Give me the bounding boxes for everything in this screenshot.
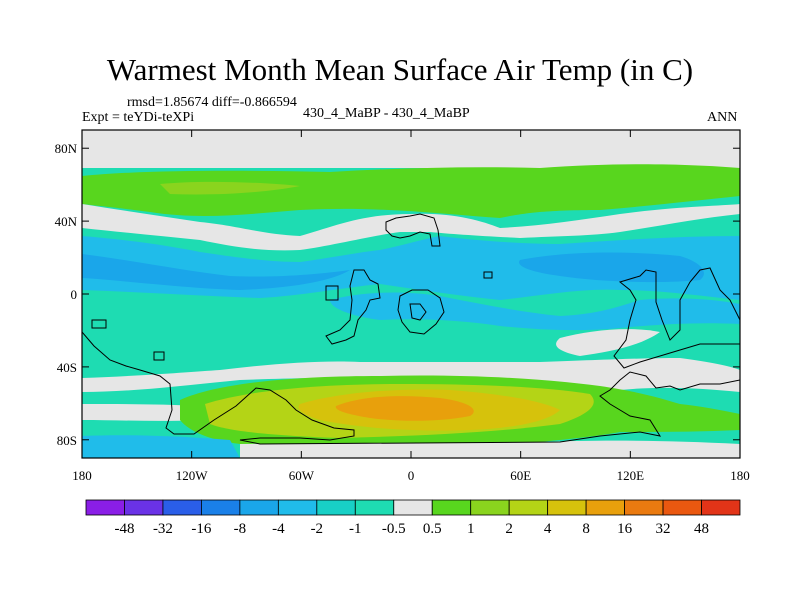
colorbar: -48 -32 -16 -8 -4 -2 -1 -0.5 0.5 1 2 4 8 16 32 48 (85, 499, 741, 537)
experiment-label: Expt = teYDi-teXPi (82, 110, 195, 125)
lat-tick-label: 40N (55, 214, 78, 229)
field-south-pole-neutral (240, 440, 740, 458)
colorbar-label: -4 (272, 521, 285, 537)
colorbar-label: -48 (114, 521, 134, 537)
land-outlines (82, 213, 740, 445)
lat-tick-label: 80N (55, 141, 78, 156)
land-islet-outline (325, 285, 339, 301)
land-africa-outline (397, 289, 445, 335)
land-asia-australia-outline (613, 267, 740, 369)
colorbar-swatch (277, 499, 318, 516)
temperature-field (82, 130, 740, 458)
colorbar-swatch (624, 499, 664, 516)
diff-label: diff= (211, 95, 240, 110)
colorbar-label: 2 (505, 521, 513, 537)
land-north-atlantic-outline (385, 213, 441, 247)
field-south-neutral-band (82, 358, 740, 392)
land-antarctica-outline (82, 331, 740, 445)
colorbar-label: -16 (191, 521, 211, 537)
season-label: ANN (707, 110, 738, 125)
colorbar-swatch (124, 499, 164, 516)
field-south-pole-blue (82, 435, 240, 458)
lon-tick-label: 0 (408, 468, 415, 483)
rmsd-value: 1.85674 (162, 95, 209, 110)
colorbar-swatch (239, 499, 279, 516)
colorbar-swatch (316, 499, 356, 516)
lon-tick-label: 120W (176, 468, 209, 483)
colorbar-swatch (85, 499, 125, 516)
colorbar-label: 48 (694, 521, 709, 537)
colorbar-swatch (508, 499, 549, 516)
land-small-island-outline (483, 271, 493, 279)
longitude-axis: 180 120W 60W 0 60E 120E 180 (72, 130, 750, 483)
colorbar-swatch (201, 499, 241, 516)
colorbar-label: 4 (544, 521, 552, 537)
land-pacific-islands-outline (91, 319, 165, 361)
colorbar-swatch (470, 499, 510, 516)
colorbar-swatch (431, 499, 472, 516)
colorbar-swatch (354, 499, 395, 516)
field-north-yellowgreen-patch (160, 181, 300, 195)
map-title: Warmest Month Mean Surface Air Temp (in … (106, 52, 694, 87)
land-south-america-outline (325, 269, 381, 345)
colorbar-label: 8 (582, 521, 590, 537)
colorbar-label: 0.5 (423, 521, 442, 537)
lon-tick-label: 180 (730, 468, 750, 483)
run-comparison-label: 430_4_MaBP - 430_4_MaBP (303, 106, 470, 121)
colorbar-swatch (162, 499, 202, 516)
colorbar-swatch (701, 499, 741, 516)
field-east-pacific-blue (82, 254, 350, 290)
field-south-indian-neutral (556, 329, 660, 356)
colorbar-label: 16 (617, 521, 633, 537)
lon-tick-label: 60W (289, 468, 315, 483)
lon-tick-label: 180 (72, 468, 92, 483)
lat-tick-label: 80S (57, 433, 77, 448)
field-indian-ocean-blue (519, 252, 704, 283)
field-antarctic-orange (335, 396, 474, 421)
latitude-axis: 80N 40N 0 40S 80S (55, 141, 740, 448)
field-southern-ocean-neutral (82, 404, 200, 421)
colorbar-label: -1 (349, 521, 362, 537)
stats-line: rmsd=1.85674 diff=-0.866594 (127, 95, 297, 111)
lat-tick-label: 40S (57, 360, 77, 375)
lon-tick-label: 60E (510, 468, 531, 483)
field-north-neutral-band (82, 204, 740, 251)
colorbar-label: 32 (656, 521, 671, 537)
colorbar-swatch (547, 499, 587, 516)
colorbar-label: 1 (467, 521, 475, 537)
lon-tick-label: 120E (617, 468, 645, 483)
colorbar-swatch (393, 499, 433, 516)
field-north-green-belt (82, 164, 740, 218)
colorbar-label: -0.5 (382, 521, 406, 537)
field-south-tropical-blue (330, 292, 740, 331)
colorbar-label: -2 (311, 521, 324, 537)
colorbar-label: -32 (153, 521, 173, 537)
colorbar-swatch (662, 499, 702, 516)
rmsd-label: rmsd= (127, 95, 163, 110)
lat-tick-label: 0 (71, 287, 78, 302)
colorbar-label: -8 (234, 521, 247, 537)
colorbar-swatch (585, 499, 625, 516)
diff-value: -0.866594 (239, 95, 297, 110)
